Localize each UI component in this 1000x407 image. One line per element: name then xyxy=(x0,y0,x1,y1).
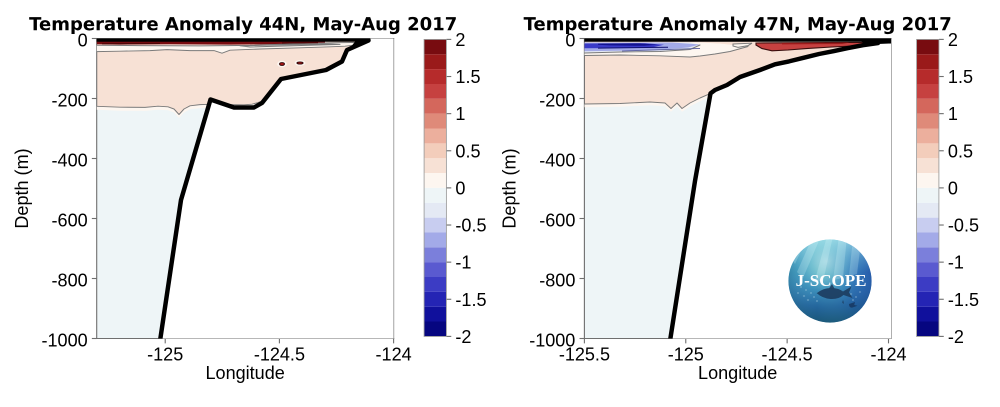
svg-text:Depth (m): Depth (m) xyxy=(499,148,519,228)
svg-text:0: 0 xyxy=(948,178,958,198)
svg-text:-0.5: -0.5 xyxy=(948,216,979,236)
svg-text:-400: -400 xyxy=(539,150,575,170)
svg-text:-800: -800 xyxy=(52,270,88,290)
svg-text:2: 2 xyxy=(948,30,958,50)
svg-text:-200: -200 xyxy=(539,90,575,110)
svg-text:1.5: 1.5 xyxy=(948,67,973,87)
svg-text:-1000: -1000 xyxy=(529,330,575,350)
svg-text:-1.5: -1.5 xyxy=(948,290,979,310)
svg-text:-124: -124 xyxy=(376,345,412,365)
svg-text:Depth (m): Depth (m) xyxy=(12,148,32,228)
svg-text:-200: -200 xyxy=(52,90,88,110)
svg-text:0.5: 0.5 xyxy=(455,141,480,161)
svg-text:-125: -125 xyxy=(147,345,183,365)
svg-text:1.5: 1.5 xyxy=(455,67,480,87)
svg-text:-1: -1 xyxy=(455,253,471,273)
svg-text:0: 0 xyxy=(78,30,88,50)
svg-text:-1.5: -1.5 xyxy=(455,290,486,310)
svg-text:-2: -2 xyxy=(948,327,964,347)
svg-text:-124.5: -124.5 xyxy=(254,345,305,365)
svg-text:-124: -124 xyxy=(870,345,906,365)
svg-text:2: 2 xyxy=(455,30,465,50)
svg-text:-1: -1 xyxy=(948,253,964,273)
svg-text:-400: -400 xyxy=(52,150,88,170)
svg-text:-124.5: -124.5 xyxy=(762,345,813,365)
svg-text:-2: -2 xyxy=(455,327,471,347)
svg-text:Longitude: Longitude xyxy=(206,363,285,383)
svg-text:-600: -600 xyxy=(52,210,88,230)
svg-text:1: 1 xyxy=(948,104,958,124)
svg-text:Longitude: Longitude xyxy=(698,363,777,383)
svg-text:1: 1 xyxy=(455,104,465,124)
svg-text:-1000: -1000 xyxy=(42,330,88,350)
svg-text:0: 0 xyxy=(565,30,575,50)
svg-text:-600: -600 xyxy=(539,210,575,230)
svg-text:J-SCOPE: J-SCOPE xyxy=(796,271,867,290)
svg-text:-125: -125 xyxy=(668,345,704,365)
svg-text:-125.5: -125.5 xyxy=(559,345,610,365)
svg-text:-800: -800 xyxy=(539,270,575,290)
svg-text:-0.5: -0.5 xyxy=(455,216,486,236)
svg-text:0: 0 xyxy=(455,178,465,198)
svg-text:0.5: 0.5 xyxy=(948,141,973,161)
